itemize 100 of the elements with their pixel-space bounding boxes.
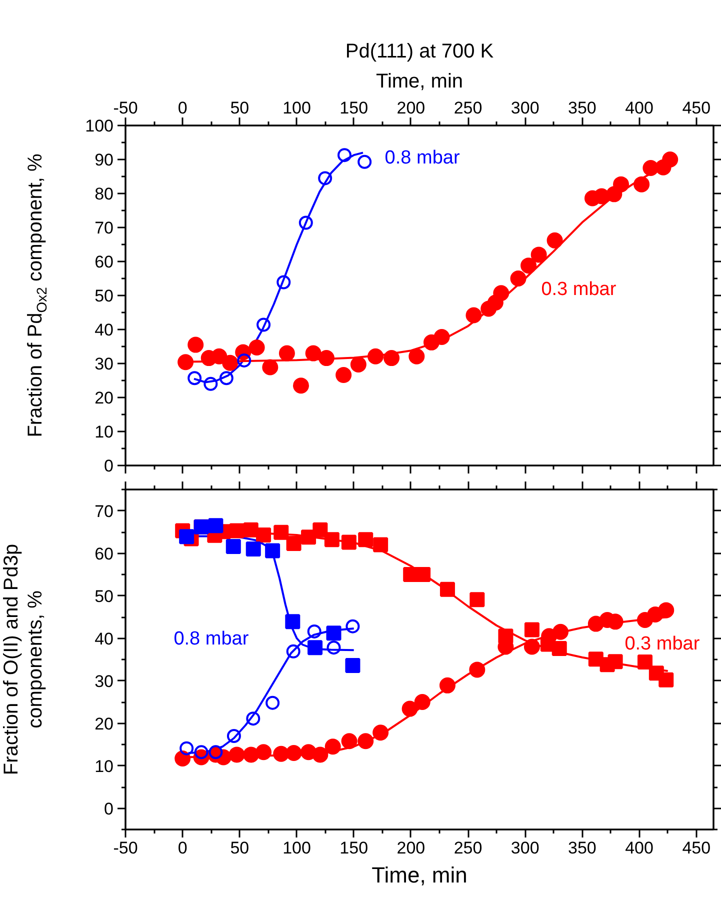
y-tick-label: 60 bbox=[94, 252, 114, 272]
x2-tick-label: 50 bbox=[230, 98, 250, 118]
point bbox=[520, 258, 537, 274]
point bbox=[318, 171, 332, 186]
point bbox=[552, 624, 569, 640]
point bbox=[466, 307, 482, 324]
x-tick-label: 400 bbox=[625, 838, 654, 858]
point bbox=[286, 536, 302, 551]
point bbox=[266, 696, 280, 710]
point bbox=[194, 745, 208, 760]
point bbox=[298, 216, 313, 230]
point bbox=[552, 640, 567, 656]
x2-tick-label: 300 bbox=[510, 98, 540, 118]
x-axis-title: Time, min bbox=[372, 862, 468, 888]
point bbox=[358, 154, 372, 169]
x2-tick-label: 0 bbox=[178, 98, 188, 118]
x2-tick-label: 400 bbox=[625, 98, 654, 118]
point bbox=[265, 543, 280, 558]
x2-tick-label: 350 bbox=[568, 98, 596, 118]
y-tick-label: 70 bbox=[94, 502, 114, 521]
text: 0.8 mbar bbox=[174, 628, 250, 650]
point bbox=[414, 694, 430, 710]
x2-tick-label: 200 bbox=[396, 98, 426, 118]
point bbox=[308, 640, 323, 656]
point bbox=[208, 745, 223, 760]
x2-tick-label: 100 bbox=[282, 98, 311, 118]
point bbox=[246, 712, 260, 726]
point bbox=[368, 348, 384, 364]
point bbox=[524, 622, 540, 638]
point bbox=[324, 532, 340, 548]
y-tick-label: 90 bbox=[94, 150, 114, 170]
point bbox=[226, 538, 241, 554]
point bbox=[372, 724, 389, 741]
x-tick-label: 350 bbox=[568, 838, 596, 858]
point bbox=[211, 348, 228, 364]
y-tick-label: 80 bbox=[94, 184, 114, 204]
point bbox=[524, 638, 540, 655]
point bbox=[658, 672, 674, 688]
point bbox=[278, 345, 295, 362]
point bbox=[179, 529, 194, 544]
point bbox=[434, 328, 450, 345]
point bbox=[318, 350, 334, 366]
point bbox=[546, 232, 563, 248]
point bbox=[658, 602, 674, 618]
point bbox=[178, 354, 194, 370]
point bbox=[174, 750, 191, 767]
point bbox=[226, 729, 241, 743]
series-label: 0.3 mbar bbox=[541, 279, 617, 300]
point bbox=[219, 371, 234, 386]
series-label: 0.8 mbar bbox=[384, 147, 460, 168]
point bbox=[276, 275, 291, 290]
point bbox=[408, 348, 425, 364]
point bbox=[358, 733, 374, 750]
x-tick-label: 50 bbox=[230, 838, 250, 858]
y-tick-label: 10 bbox=[94, 422, 114, 442]
x-tick-label: 0 bbox=[178, 838, 188, 858]
point bbox=[350, 356, 366, 373]
point bbox=[256, 744, 272, 760]
x-tick-label: -50 bbox=[113, 838, 138, 858]
point bbox=[530, 246, 547, 263]
point bbox=[326, 626, 342, 641]
point bbox=[229, 523, 244, 538]
point bbox=[416, 567, 431, 582]
point bbox=[510, 270, 526, 286]
point bbox=[256, 318, 271, 332]
point bbox=[402, 700, 418, 717]
y-tick-label: 50 bbox=[94, 586, 114, 606]
point bbox=[292, 378, 309, 394]
y-tick-label: 50 bbox=[94, 286, 114, 306]
x2-tick-label: -50 bbox=[113, 98, 138, 118]
x-tick-label: 150 bbox=[340, 838, 368, 858]
point bbox=[208, 518, 224, 534]
point bbox=[188, 336, 204, 353]
x2-tick-label: 150 bbox=[340, 98, 368, 118]
point bbox=[222, 354, 238, 371]
series-label: 0.3 mbar bbox=[624, 634, 700, 655]
point bbox=[286, 644, 300, 658]
point bbox=[248, 340, 265, 356]
x-tick-label: 250 bbox=[454, 838, 482, 858]
point bbox=[608, 654, 623, 670]
point bbox=[341, 733, 358, 750]
point bbox=[324, 738, 341, 755]
point bbox=[326, 640, 341, 655]
y-axis-title: Fraction of O(II) and Pd3p components, % bbox=[0, 544, 46, 776]
x-tick-label: 200 bbox=[396, 838, 426, 858]
point bbox=[237, 353, 252, 368]
point bbox=[662, 152, 678, 168]
point bbox=[188, 371, 202, 386]
point bbox=[439, 677, 456, 694]
point bbox=[341, 534, 356, 550]
point bbox=[594, 188, 610, 204]
point bbox=[256, 527, 272, 542]
point bbox=[642, 160, 659, 176]
point bbox=[286, 745, 302, 761]
point bbox=[274, 524, 289, 540]
point bbox=[373, 537, 388, 552]
point bbox=[384, 350, 400, 366]
point bbox=[180, 741, 194, 756]
point bbox=[493, 285, 510, 302]
point bbox=[228, 746, 245, 763]
